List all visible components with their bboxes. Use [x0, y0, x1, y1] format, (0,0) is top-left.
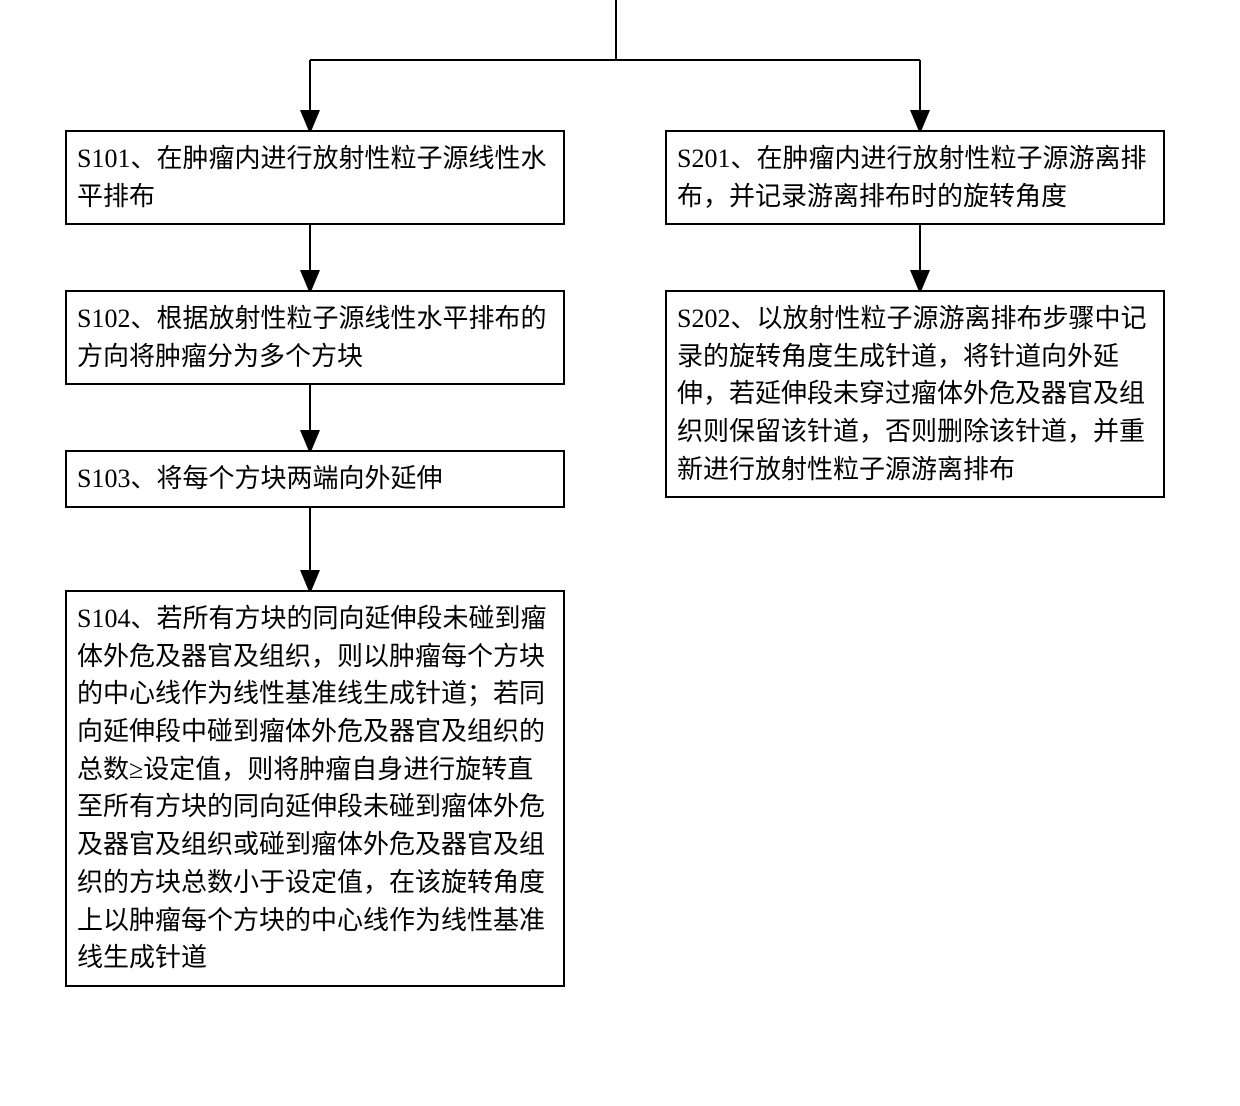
node-s103-text: S103、将每个方块两端向外延伸 [77, 464, 442, 493]
node-s201: S201、在肿瘤内进行放射性粒子源游离排布，并记录游离排布时的旋转角度 [665, 130, 1165, 225]
node-s102-text: S102、根据放射性粒子源线性水平排布的方向将肿瘤分为多个方块 [77, 304, 546, 371]
node-s104: S104、若所有方块的同向延伸段未碰到瘤体外危及器官及组织，则以肿瘤每个方块的中… [65, 590, 565, 987]
node-s201-text: S201、在肿瘤内进行放射性粒子源游离排布，并记录游离排布时的旋转角度 [677, 144, 1146, 211]
node-s104-text: S104、若所有方块的同向延伸段未碰到瘤体外危及器官及组织，则以肿瘤每个方块的中… [77, 604, 546, 972]
node-s101: S101、在肿瘤内进行放射性粒子源线性水平排布 [65, 130, 565, 225]
node-s202-text: S202、以放射性粒子源游离排布步骤中记录的旋转角度生成针道，将针道向外延伸，若… [677, 304, 1146, 484]
node-s101-text: S101、在肿瘤内进行放射性粒子源线性水平排布 [77, 144, 546, 211]
node-s102: S102、根据放射性粒子源线性水平排布的方向将肿瘤分为多个方块 [65, 290, 565, 385]
node-s202: S202、以放射性粒子源游离排布步骤中记录的旋转角度生成针道，将针道向外延伸，若… [665, 290, 1165, 498]
node-s103: S103、将每个方块两端向外延伸 [65, 450, 565, 508]
